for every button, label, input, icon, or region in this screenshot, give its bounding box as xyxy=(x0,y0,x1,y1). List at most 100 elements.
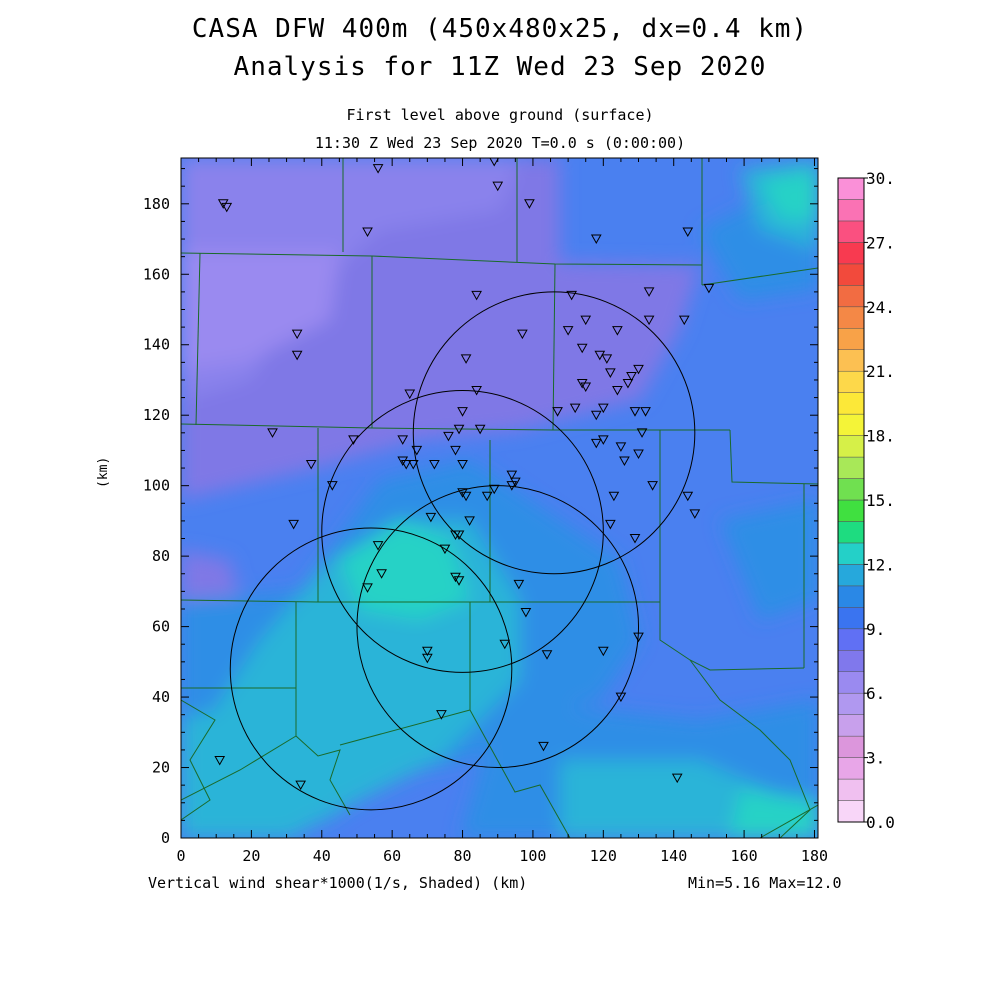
station-marker xyxy=(450,530,461,541)
colorbar-swatch xyxy=(837,671,865,694)
county-line xyxy=(181,599,660,603)
x-tick-label: 100 xyxy=(519,847,546,865)
colorbar-swatch xyxy=(837,650,865,672)
station-marker xyxy=(703,283,715,294)
station-marker xyxy=(443,431,454,442)
county-line xyxy=(195,252,201,426)
county-line xyxy=(295,602,351,816)
colorbar-label: 9. xyxy=(866,620,885,639)
station-marker xyxy=(569,403,581,414)
station-marker xyxy=(453,576,465,586)
station-marker xyxy=(425,512,437,523)
colorbar: 30. 27. 24. 21. 18. 15. 12. 9. 6. 3. 0.0 xyxy=(837,169,895,832)
station-marker xyxy=(524,199,535,209)
county-line xyxy=(181,735,297,801)
county-line xyxy=(181,699,216,821)
station-marker xyxy=(552,407,563,417)
station-marker xyxy=(492,181,504,192)
colorbar-swatch xyxy=(837,478,865,501)
colorbar-label: 15. xyxy=(866,491,895,510)
county-line xyxy=(469,709,571,838)
x-tick-label: 140 xyxy=(660,847,687,865)
station-marker xyxy=(513,579,525,590)
station-marker xyxy=(348,435,359,445)
station-marker xyxy=(506,470,518,481)
station-marker xyxy=(305,460,317,470)
station-marker xyxy=(541,650,553,660)
radar-ring xyxy=(412,291,696,575)
station-marker xyxy=(682,491,694,502)
colorbar-label: 12. xyxy=(866,555,895,574)
station-marker xyxy=(362,583,373,593)
colorbar-swatch xyxy=(837,328,865,350)
station-marker xyxy=(605,519,616,530)
station-marker xyxy=(407,460,419,470)
station-marker xyxy=(597,435,609,445)
station-marker xyxy=(590,410,602,421)
station-marker xyxy=(597,646,609,657)
colorbar-label: 24. xyxy=(866,298,895,317)
colorbar-label: 3. xyxy=(866,749,885,768)
min-max-label: Min=5.16 Max=12.0 xyxy=(688,874,842,892)
time-subtitle: 11:30 Z Wed 23 Sep 2020 T=0.0 s (0:00:00… xyxy=(314,134,686,152)
station-marker xyxy=(221,202,233,213)
colorbar-swatch xyxy=(837,542,865,565)
station-marker xyxy=(671,773,683,784)
county-line xyxy=(181,252,703,266)
station-marker xyxy=(499,639,511,650)
station-marker xyxy=(295,780,307,791)
station-marker xyxy=(605,368,616,378)
county-line xyxy=(181,423,730,431)
station-marker xyxy=(436,710,447,720)
colorbar-swatch xyxy=(837,306,865,329)
county-boundaries xyxy=(181,158,818,838)
station-marker xyxy=(538,741,549,752)
station-marker xyxy=(619,456,630,467)
station-marker xyxy=(362,227,373,238)
colorbar-swatch xyxy=(837,456,865,479)
figure-title-line-2: Analysis for 11Z Wed 23 Sep 2020 xyxy=(233,52,767,82)
station-marker xyxy=(636,428,648,438)
station-marker xyxy=(397,435,409,445)
station-marker xyxy=(590,438,602,449)
station-marker xyxy=(291,329,303,340)
x-tick-label: 60 xyxy=(383,847,401,865)
y-tick-label: 180 xyxy=(143,195,170,213)
figure-title-line-1: CASA DFW 400m (450x480x25, dx=0.4 km) xyxy=(191,14,809,44)
station-marker xyxy=(520,608,532,618)
station-marker xyxy=(489,158,500,167)
station-marker xyxy=(643,315,655,326)
y-axis-label: (km) xyxy=(96,456,111,488)
station-marker xyxy=(633,364,644,375)
colorbar-swatch xyxy=(837,714,865,737)
x-axis: 0 20 40 60 80 100 120 140 160 180 xyxy=(176,158,828,865)
x-tick-label: 0 xyxy=(176,847,185,865)
shear-field xyxy=(181,158,818,838)
colorbar-swatch xyxy=(837,177,865,200)
colorbar-label: 18. xyxy=(866,427,895,446)
station-marker xyxy=(506,481,518,491)
station-marker xyxy=(481,491,493,502)
x-tick-label: 120 xyxy=(590,847,617,865)
y-tick-label: 40 xyxy=(152,688,170,706)
station-marker xyxy=(682,227,694,238)
station-marker xyxy=(622,378,634,389)
station-marker xyxy=(678,315,690,326)
colorbar-swatch xyxy=(837,564,865,587)
station-marker xyxy=(376,569,387,579)
station-marker xyxy=(580,382,592,393)
station-marker xyxy=(626,371,637,382)
colorbar-label: 6. xyxy=(866,684,885,703)
x-tick-label: 160 xyxy=(731,847,758,865)
station-marker xyxy=(640,407,651,417)
colorbar-swatch xyxy=(837,285,865,308)
station-marker xyxy=(643,287,655,297)
variable-label: Vertical wind shear*1000(1/s, Shaded) (k… xyxy=(148,874,528,892)
station-marker xyxy=(608,491,620,502)
x-tick-label: 40 xyxy=(313,847,331,865)
station-marker xyxy=(460,491,472,502)
y-tick-label: 60 xyxy=(152,618,170,636)
station-marker xyxy=(214,755,226,766)
colorbar-swatch xyxy=(837,242,865,265)
station-marker xyxy=(562,326,574,336)
